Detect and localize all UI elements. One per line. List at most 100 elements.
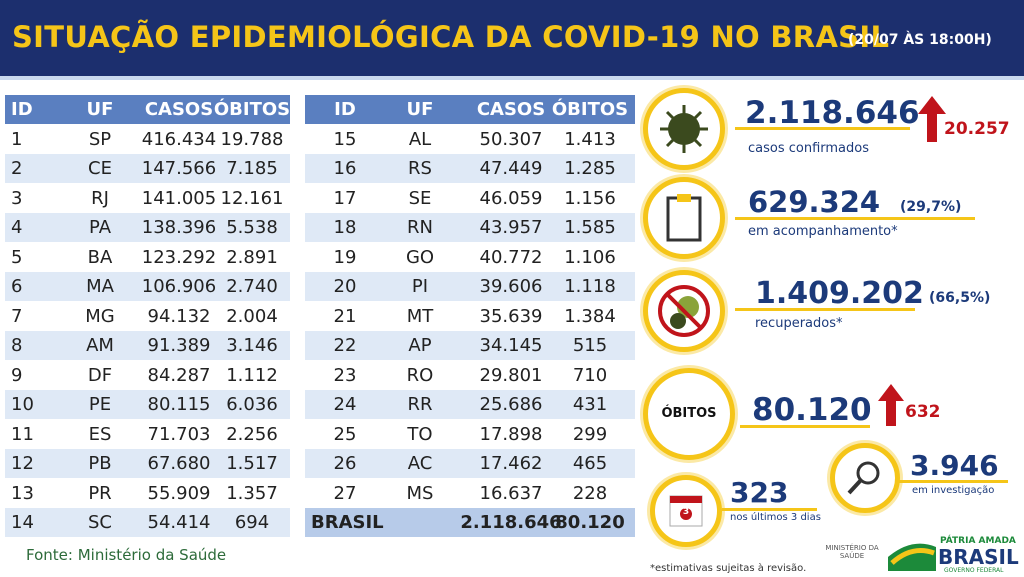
cell: 9 — [11, 364, 23, 386]
cell: 1.585 — [564, 217, 616, 238]
cell: 67.680 — [147, 453, 211, 474]
cell: AL — [408, 128, 432, 150]
up-arrow — [878, 384, 904, 426]
cell: 7.185 — [226, 158, 278, 179]
cell: 147.566 — [141, 158, 217, 179]
cell: 694 — [234, 512, 270, 533]
cell: 94.132 — [147, 305, 211, 327]
cell: 138.396 — [141, 217, 217, 238]
gov: GOVERNO FEDERAL — [944, 567, 1004, 574]
table-row: 7 MG 94.132 2.004 — [5, 301, 290, 331]
cell: 17.462 — [479, 453, 543, 474]
cell: DF — [87, 364, 113, 386]
cell: 12.161 — [220, 187, 284, 209]
cell: 20 — [333, 276, 357, 297]
table-row: 14 SC 54.414 694 — [5, 508, 290, 537]
cell: 18 — [333, 217, 357, 238]
cell: 34.145 — [479, 335, 543, 356]
recent-value: 323 — [730, 476, 789, 509]
cell: 25.686 — [479, 394, 543, 415]
table-row: 4 PA 138.396 5.538 — [5, 213, 290, 242]
header: SITUAÇÃO EPIDEMIOLÓGICA DA COVID-19 NO B… — [0, 0, 1024, 80]
investigation-label: em investigação — [912, 485, 995, 496]
cell: 16.637 — [479, 482, 543, 504]
table-row: 18 RN 43.957 1.585 — [305, 213, 635, 242]
cell: RR — [407, 394, 433, 415]
cell: 7 — [11, 305, 23, 327]
underline — [735, 217, 975, 220]
footnote: *estimativas sujeitas à revisão. — [650, 563, 807, 574]
cell: SE — [408, 187, 432, 209]
cell: 22 — [333, 335, 357, 356]
cell: 10 — [11, 394, 34, 415]
investigation-value: 3.946 — [910, 449, 999, 482]
cell: 2.740 — [226, 276, 278, 297]
cell: 16 — [333, 158, 357, 179]
table-row: 9 DF 84.287 1.112 — [5, 360, 290, 390]
cell: 1.285 — [564, 158, 616, 179]
cell: RJ — [91, 187, 109, 209]
table-row: 13 PR 55.909 1.357 — [5, 478, 290, 508]
cell: 15 — [333, 128, 357, 150]
followup-label: em acompanhamento* — [748, 224, 898, 239]
cell: AM — [86, 335, 114, 356]
table-row: 3 RJ 141.005 12.161 — [5, 183, 290, 213]
cell: MA — [86, 276, 114, 297]
cell: 228 — [572, 482, 608, 504]
cell: 141.005 — [141, 187, 217, 209]
cell: SC — [88, 512, 112, 533]
table-row: 17 SE 46.059 1.156 — [305, 183, 635, 213]
cell: 39.606 — [479, 276, 543, 297]
table-row: 6 MA 106.906 2.740 — [5, 272, 290, 301]
cell: SP — [88, 128, 112, 150]
cases-value: 2.118.646 — [745, 95, 920, 131]
cell: 54.414 — [147, 512, 211, 533]
column-header: ÓBITOS — [213, 99, 291, 120]
calendar-icon: 3 — [650, 475, 722, 547]
cell: 19.788 — [220, 128, 284, 150]
cell: 50.307 — [479, 128, 543, 150]
cell: 3.146 — [226, 335, 278, 356]
cell: 106.906 — [141, 276, 217, 297]
table-row: 16 RS 47.449 1.285 — [305, 154, 635, 183]
cases-delta: 20.257 — [944, 119, 1010, 139]
table-row: 27 MS 16.637 228 — [305, 478, 635, 508]
cell: 5.538 — [226, 217, 278, 238]
cell: 24 — [333, 394, 357, 415]
cell: 2.891 — [226, 246, 278, 268]
cell: 1.118 — [564, 276, 616, 297]
recovered-icon — [643, 270, 725, 352]
total-label: BRASIL — [311, 512, 384, 533]
cell: PB — [88, 453, 112, 474]
cell: MS — [406, 482, 434, 504]
cell: 26 — [333, 453, 357, 474]
recovered-value: 1.409.202 — [755, 276, 924, 311]
cell: 11 — [11, 423, 34, 445]
cell: 27 — [333, 482, 357, 504]
recent-label: nos últimos 3 dias — [730, 512, 821, 523]
cell: 55.909 — [147, 482, 211, 504]
title: SITUAÇÃO EPIDEMIOLÓGICA DA COVID-19 NO B… — [12, 20, 890, 54]
cell: 29.801 — [479, 364, 543, 386]
cell: TO — [407, 423, 433, 445]
deaths-value: 80.120 — [752, 392, 872, 428]
cell: 21 — [333, 305, 357, 327]
deaths-delta: 632 — [905, 402, 941, 422]
cases-label: casos confirmados — [748, 141, 869, 156]
cell: 14 — [11, 512, 34, 533]
cell: 8 — [11, 335, 23, 356]
cell: 40.772 — [479, 246, 543, 268]
table-row: 12 PB 67.680 1.517 — [5, 449, 290, 478]
motto: PÁTRIA AMADA — [940, 536, 1016, 546]
cell: 80.115 — [147, 394, 211, 415]
cell: 2 — [11, 158, 23, 179]
table-row: 1 SP 416.434 19.788 — [5, 124, 290, 154]
underline — [898, 480, 1008, 483]
cell: 91.389 — [147, 335, 211, 356]
table-row: 24 RR 25.686 431 — [305, 390, 635, 419]
cell: 1.106 — [564, 246, 616, 268]
calendar-number: 3 — [682, 507, 690, 517]
column-header: ÓBITOS — [551, 99, 629, 120]
flag-logo — [888, 543, 936, 571]
cell: 46.059 — [479, 187, 543, 209]
